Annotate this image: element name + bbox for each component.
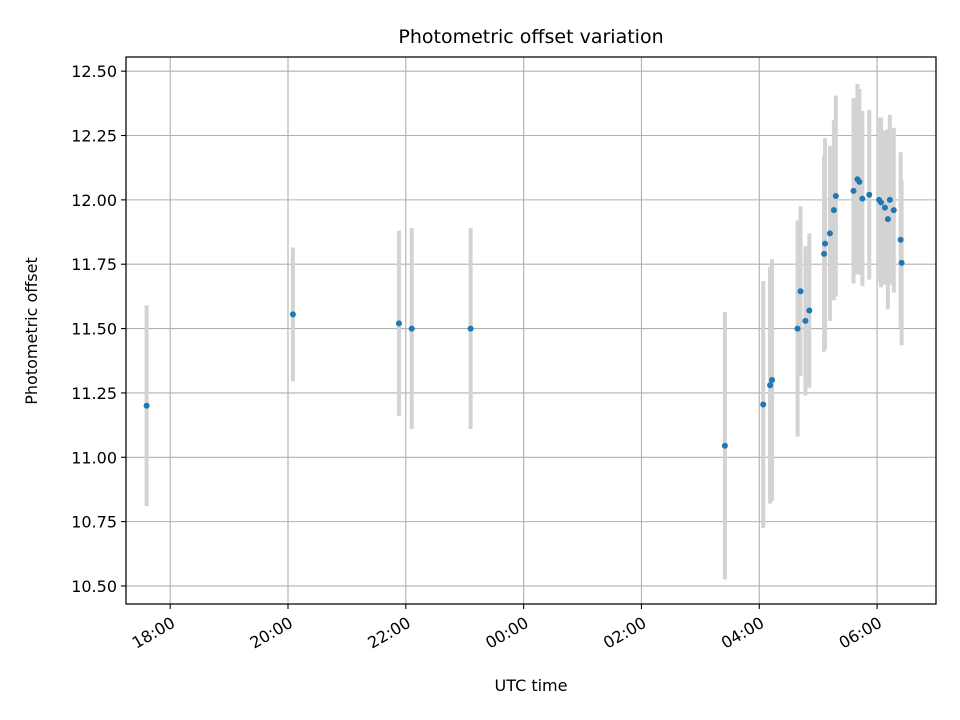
data-point [832,193,839,200]
data-point [850,187,857,194]
data-point [408,325,415,332]
y-tick-label: 12.00 [71,191,117,210]
y-tick-label: 11.00 [71,448,117,467]
data-point [802,317,809,324]
data-point [859,195,866,202]
data-point [878,199,885,206]
data-point [797,288,804,295]
plot-frame [125,56,937,605]
x-axis-label: UTC time [495,676,568,695]
y-axis-label: Photometric offset [22,257,41,405]
data-point [881,204,888,211]
y-tick-label: 12.25 [71,127,117,146]
data-point [898,259,905,266]
data-point [897,236,904,243]
y-tick-label: 11.50 [71,320,117,339]
data-point [866,191,873,198]
data-points [143,176,905,449]
data-point [467,325,474,332]
data-point [395,320,402,327]
data-point [760,401,767,408]
data-point [822,240,829,247]
data-point [884,216,891,223]
data-point [886,196,893,203]
y-tick-label: 10.50 [71,577,117,596]
y-tick-label: 10.75 [71,513,117,532]
data-point [143,402,150,409]
data-point [806,307,813,314]
data-point [794,325,801,332]
y-axis-ticks: 10.50 10.75 11.00 11.25 11.50 11.75 12.00 12.25… [71,62,126,596]
y-tick-label: 12.50 [71,62,117,81]
data-point [769,377,776,384]
data-point [821,250,828,257]
data-point [856,178,863,185]
data-point [890,207,897,214]
y-tick-label: 11.75 [71,255,117,274]
data-point [289,311,296,318]
y-tick-label: 11.25 [71,384,117,403]
chart-title: Photometric offset variation [398,26,663,48]
data-point [767,382,774,389]
data-point [721,442,728,449]
data-point [826,230,833,237]
data-point [830,207,837,214]
